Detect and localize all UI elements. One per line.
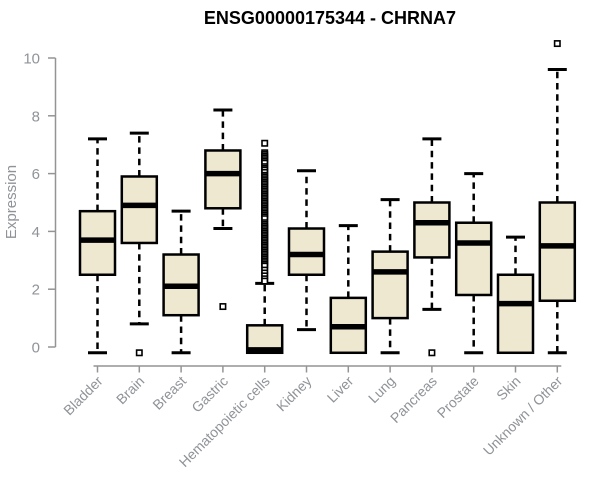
outlier-gastric: [219, 303, 227, 311]
outlier-hematopoietic-cells: [261, 139, 269, 147]
x-tick-label-lung: Lung: [365, 373, 398, 406]
box-gastric: [204, 149, 242, 210]
box-prostate: [454, 221, 493, 297]
box-unknown-other: [538, 201, 577, 303]
y-tick-label: 6: [32, 166, 40, 183]
box-bladder: [78, 209, 117, 276]
x-tick-label-kidney: Kidney: [273, 373, 315, 415]
y-tick-label: 8: [32, 108, 40, 125]
outlier-unknown-other: [553, 40, 561, 48]
chart-title: ENSG00000175344 - CHRNA7: [204, 8, 456, 28]
x-tick-label-skin: Skin: [493, 373, 524, 404]
y-tick-label: 10: [23, 51, 40, 68]
x-tick-label-bladder: Bladder: [60, 373, 106, 419]
x-tick-label-brain: Brain: [113, 373, 147, 407]
outlier-pancreas: [428, 349, 436, 357]
box-brain: [120, 175, 159, 245]
x-tick-label-prostate: Prostate: [434, 373, 482, 421]
y-axis-label: Expression: [3, 165, 20, 239]
box-skin: [496, 273, 535, 355]
y-tick-label: 4: [32, 224, 40, 241]
box-lung: [371, 250, 409, 320]
x-tick-label-breast: Breast: [149, 373, 189, 413]
box-kidney: [287, 227, 326, 276]
y-tick-label: 2: [32, 282, 40, 299]
box-pancreas: [413, 201, 451, 259]
x-tick-label-liver: Liver: [324, 373, 357, 406]
x-tick-label-unknown-other: Unknown / Other: [480, 373, 566, 459]
outlier-brain: [135, 349, 143, 357]
outlier-hematopoietic-cells: [261, 277, 269, 285]
y-tick-label: 0: [32, 340, 40, 357]
